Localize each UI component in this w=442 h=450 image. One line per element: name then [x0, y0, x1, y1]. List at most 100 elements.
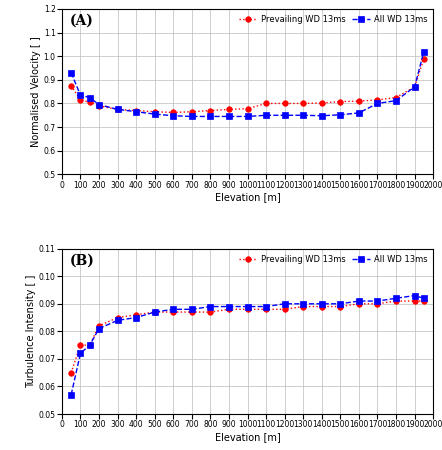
Legend: Prevailing WD 13ms, All WD 13ms: Prevailing WD 13ms, All WD 13ms	[237, 253, 429, 265]
All WD 13ms	[375, 101, 380, 106]
All WD 13ms	[421, 49, 427, 54]
All WD 13ms	[412, 293, 417, 298]
Line: Prevailing WD 13ms: Prevailing WD 13ms	[69, 298, 427, 375]
All WD 13ms	[208, 114, 213, 119]
All WD 13ms	[319, 113, 324, 118]
Prevailing WD 13ms	[338, 304, 343, 309]
Prevailing WD 13ms	[208, 309, 213, 315]
Prevailing WD 13ms	[356, 99, 362, 104]
All WD 13ms	[412, 84, 417, 90]
Prevailing WD 13ms	[78, 97, 83, 103]
Prevailing WD 13ms	[69, 370, 74, 375]
All WD 13ms	[375, 298, 380, 304]
Prevailing WD 13ms	[87, 342, 92, 348]
X-axis label: Elevation [m]: Elevation [m]	[215, 432, 280, 442]
Text: (B): (B)	[69, 254, 94, 268]
Prevailing WD 13ms	[263, 101, 269, 106]
All WD 13ms	[133, 109, 139, 114]
All WD 13ms	[245, 304, 250, 309]
Line: Prevailing WD 13ms: Prevailing WD 13ms	[69, 56, 427, 115]
All WD 13ms	[115, 318, 120, 323]
All WD 13ms	[115, 107, 120, 112]
All WD 13ms	[133, 315, 139, 320]
Prevailing WD 13ms	[189, 109, 194, 114]
Prevailing WD 13ms	[171, 110, 176, 115]
All WD 13ms	[338, 112, 343, 117]
Prevailing WD 13ms	[338, 99, 343, 104]
All WD 13ms	[87, 95, 92, 100]
All WD 13ms	[245, 114, 250, 119]
Prevailing WD 13ms	[421, 56, 427, 61]
All WD 13ms	[226, 304, 232, 309]
Prevailing WD 13ms	[133, 108, 139, 113]
Y-axis label: Turbulence Intensity [ ]: Turbulence Intensity [ ]	[26, 274, 36, 388]
All WD 13ms	[208, 304, 213, 309]
All WD 13ms	[301, 112, 306, 118]
Prevailing WD 13ms	[152, 309, 157, 315]
All WD 13ms	[421, 296, 427, 301]
All WD 13ms	[87, 342, 92, 348]
Prevailing WD 13ms	[115, 107, 120, 112]
All WD 13ms	[356, 110, 362, 116]
Line: All WD 13ms: All WD 13ms	[69, 293, 427, 397]
Prevailing WD 13ms	[356, 301, 362, 306]
All WD 13ms	[282, 112, 287, 118]
All WD 13ms	[69, 392, 74, 397]
Prevailing WD 13ms	[171, 309, 176, 315]
Y-axis label: Normalised Velocity [ ]: Normalised Velocity [ ]	[31, 36, 41, 147]
Prevailing WD 13ms	[375, 97, 380, 103]
Prevailing WD 13ms	[282, 306, 287, 312]
All WD 13ms	[69, 70, 74, 76]
All WD 13ms	[96, 326, 102, 331]
All WD 13ms	[282, 301, 287, 306]
Prevailing WD 13ms	[96, 323, 102, 328]
All WD 13ms	[226, 114, 232, 119]
All WD 13ms	[78, 93, 83, 98]
All WD 13ms	[96, 102, 102, 108]
Prevailing WD 13ms	[319, 304, 324, 309]
All WD 13ms	[152, 112, 157, 117]
Prevailing WD 13ms	[226, 306, 232, 312]
Prevailing WD 13ms	[189, 309, 194, 315]
All WD 13ms	[393, 98, 399, 104]
Prevailing WD 13ms	[263, 306, 269, 312]
Prevailing WD 13ms	[393, 95, 399, 100]
Prevailing WD 13ms	[301, 101, 306, 106]
All WD 13ms	[319, 301, 324, 306]
Prevailing WD 13ms	[319, 100, 324, 106]
All WD 13ms	[171, 113, 176, 118]
All WD 13ms	[301, 301, 306, 306]
All WD 13ms	[189, 306, 194, 312]
All WD 13ms	[356, 298, 362, 304]
Prevailing WD 13ms	[69, 83, 74, 89]
Prevailing WD 13ms	[152, 109, 157, 114]
Prevailing WD 13ms	[245, 306, 250, 312]
Prevailing WD 13ms	[301, 304, 306, 309]
X-axis label: Elevation [m]: Elevation [m]	[215, 192, 280, 202]
All WD 13ms	[152, 309, 157, 315]
All WD 13ms	[171, 306, 176, 312]
Prevailing WD 13ms	[115, 315, 120, 320]
Legend: Prevailing WD 13ms, All WD 13ms: Prevailing WD 13ms, All WD 13ms	[237, 13, 429, 26]
Prevailing WD 13ms	[226, 107, 232, 112]
All WD 13ms	[338, 301, 343, 306]
All WD 13ms	[263, 304, 269, 309]
All WD 13ms	[189, 114, 194, 119]
Prevailing WD 13ms	[96, 103, 102, 108]
Prevailing WD 13ms	[421, 298, 427, 304]
Prevailing WD 13ms	[412, 84, 417, 90]
All WD 13ms	[393, 296, 399, 301]
Prevailing WD 13ms	[282, 101, 287, 106]
Prevailing WD 13ms	[78, 342, 83, 348]
Prevailing WD 13ms	[245, 106, 250, 111]
Prevailing WD 13ms	[375, 301, 380, 306]
Prevailing WD 13ms	[133, 312, 139, 318]
Prevailing WD 13ms	[393, 298, 399, 304]
All WD 13ms	[263, 112, 269, 118]
Prevailing WD 13ms	[412, 298, 417, 304]
All WD 13ms	[78, 351, 83, 356]
Prevailing WD 13ms	[87, 99, 92, 105]
Text: (A): (A)	[69, 14, 93, 28]
Line: All WD 13ms: All WD 13ms	[69, 49, 427, 119]
Prevailing WD 13ms	[208, 108, 213, 113]
